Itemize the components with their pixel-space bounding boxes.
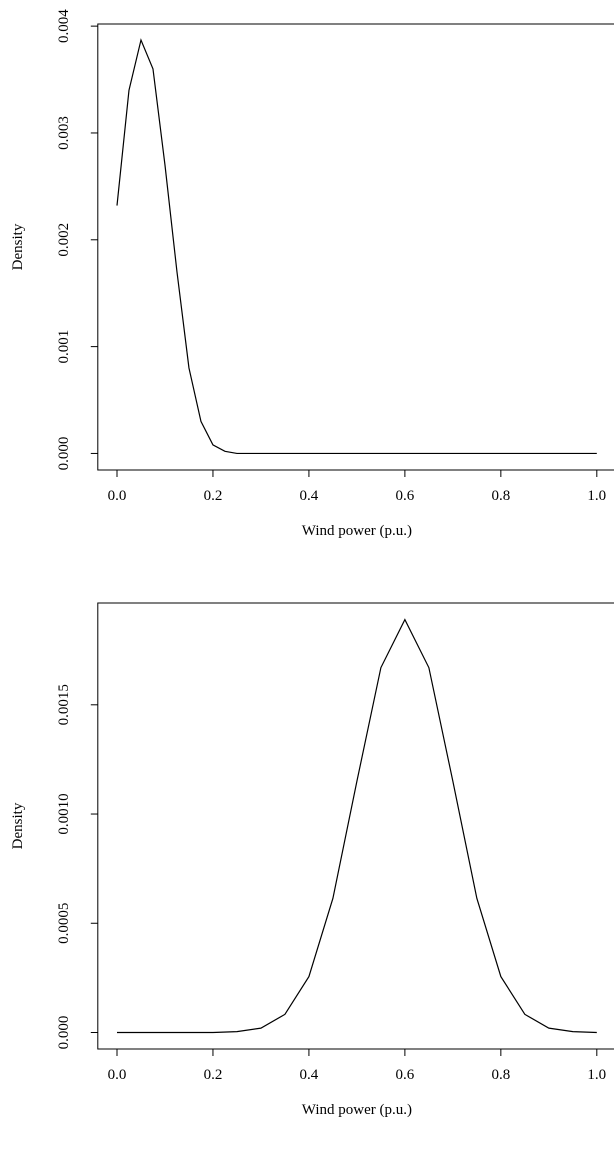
x-tick-label: 0.6 (396, 488, 415, 504)
y-tick-label: 0.002 (56, 223, 72, 257)
y-tick-label: 0.000 (56, 1016, 72, 1050)
y-tick-label: 0.003 (56, 116, 72, 150)
density-line (116, 618, 597, 1034)
x-tick-label: 0.2 (204, 1067, 223, 1083)
x-tick-label: 1.0 (587, 488, 606, 504)
y-tick-label: 0.000 (56, 437, 72, 471)
y-tick-label: 0.0010 (56, 793, 72, 834)
chart-panel: 0.0 0.2 0.4 0.6 0.8 1.0 0.000 0.0005 0.0010 0.001… (10, 602, 614, 1118)
x-tick-label: 0.8 (491, 488, 510, 504)
x-tick-label: 0.4 (300, 488, 319, 504)
y-axis-label: Density (10, 802, 26, 849)
plot-box (97, 602, 614, 1050)
x-tick-label: 0.4 (300, 1067, 319, 1083)
plot-box (97, 23, 614, 471)
y-tick-label: 0.0005 (56, 903, 72, 944)
x-tick-label: 0.0 (108, 488, 127, 504)
density-line (116, 38, 597, 455)
y-axis-label: Density (10, 223, 26, 270)
x-axis-label: Wind power (p.u.) (302, 523, 412, 539)
x-tick-label: 1.0 (587, 1067, 606, 1083)
y-tick-label: 0.001 (56, 330, 72, 364)
x-tick-label: 0.2 (204, 488, 223, 504)
x-axis-label: Wind power (p.u.) (302, 1102, 412, 1118)
x-tick-label: 0.6 (396, 1067, 415, 1083)
x-tick-label: 0.8 (491, 1067, 510, 1083)
y-tick-label: 0.004 (56, 9, 72, 43)
chart-panel: 0.0 0.2 0.4 0.6 0.8 1.0 0.000 0.001 0.002 0.003 0.… (10, 9, 614, 539)
x-tick-label: 0.0 (108, 1067, 127, 1083)
y-tick-label: 0.0015 (56, 684, 72, 725)
